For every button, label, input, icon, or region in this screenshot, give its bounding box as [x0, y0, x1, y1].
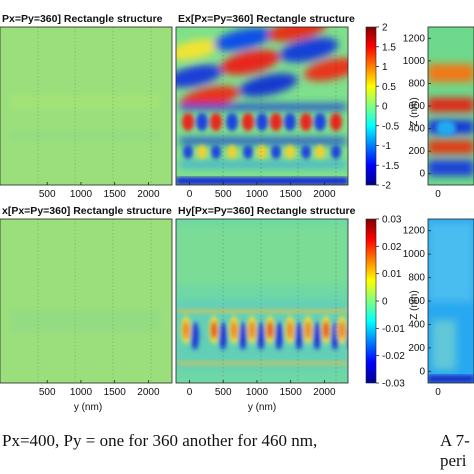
x-tick-label: 1500 [104, 387, 127, 398]
y-tick-label: 600 [408, 101, 425, 112]
colorbar-tick-label: -1 [382, 141, 391, 152]
colorbar-tick-label: 0.5 [382, 82, 396, 93]
y-tick-label: 1200 [403, 33, 426, 44]
x-tick-label: 0 [187, 387, 193, 398]
colorbar-tick-label: 0.02 [382, 242, 402, 253]
colorbar-2: 0.03 0.02 0.01 0 -0.01 -0.02 -0.03 [365, 215, 405, 390]
panel-2-x-ticks: 0 500 1000 1500 2000 [187, 182, 336, 200]
panel-3-field [428, 27, 474, 185]
colorbar-tick-label: 0.01 [382, 269, 402, 280]
y-tick-label: 800 [408, 78, 425, 89]
y-tick-label: 0 [419, 169, 425, 180]
x-tick-label: 1000 [70, 189, 93, 200]
panel-4-field [0, 219, 172, 383]
y-tick-label: 400 [408, 124, 425, 135]
panel-6-x-ticks: 0 [435, 387, 441, 398]
x-tick-label: 1500 [280, 189, 303, 200]
heatmap-panel-5: Hy[Px=Py=360] Rectangle structure 0 500 10… [175, 205, 356, 413]
x-tick-label: 500 [215, 189, 232, 200]
y-tick-label: 600 [408, 296, 425, 307]
x-tick-label: 500 [39, 387, 56, 398]
panel-5-xlabel: y (nm) [248, 402, 276, 413]
x-tick-label: 1500 [280, 387, 303, 398]
x-tick-label: 1000 [70, 387, 93, 398]
panel-1-frame [0, 26, 173, 186]
colorbar-tick-label: 1.5 [382, 42, 396, 53]
colorbar-tick-label: -0.5 [382, 121, 400, 132]
y-tick-label: 200 [408, 343, 425, 354]
heatmap-panel-6: Z (nm) 1200 1000 800 600 400 200 0 0 [403, 218, 474, 398]
panel-6-ylabel: Z (nm) [409, 290, 420, 319]
x-tick-label: 500 [215, 387, 232, 398]
colorbar-tick-label: -1.5 [382, 161, 400, 172]
colorbar-tick-label: 0 [382, 102, 388, 113]
panel-5-field [176, 219, 348, 383]
colorbar-1: 2 1.5 1 0.5 0 -0.5 -1 -1.5 -2 [365, 23, 400, 192]
caption-right-line-1: A 7- [440, 431, 470, 450]
panel-5-x-ticks: 0 500 1000 1500 2000 [187, 380, 336, 398]
x-tick-label: 2000 [137, 387, 160, 398]
x-tick-label: 1000 [246, 189, 269, 200]
heatmap-panel-1: Px=Py=360] Rectangle structure 500 1000 15… [0, 13, 173, 200]
y-tick-label: 1000 [403, 56, 426, 67]
panel-5-gridlines [222, 219, 337, 383]
colorbar-tick-label: 0 [382, 297, 388, 308]
heatmap-panel-4: x[Px=Py=360] Rectangle structure 500 1000… [0, 205, 173, 413]
panel-3-y-ticks: 1200 1000 800 600 400 200 0 [403, 33, 431, 180]
panel-2-frame [175, 26, 349, 186]
x-tick-label: 500 [39, 189, 56, 200]
panel-6-y-ticks: 1200 1000 800 600 400 200 0 [403, 226, 431, 377]
y-tick-label: 1000 [403, 249, 426, 260]
panel-2-field [176, 27, 348, 185]
x-tick-label: 0 [435, 189, 441, 200]
panel-4-xlabel: y (nm) [74, 402, 102, 413]
panel-4-title: x[Px=Py=360] Rectangle structure [2, 205, 172, 217]
panel-2-title: Ex[Px=Py=360] Rectangle structure [178, 13, 355, 25]
colorbar-2-ticks: 0.03 0.02 0.01 0 -0.01 -0.02 -0.03 [376, 215, 405, 390]
panel-5-title: Hy[Px=Py=360] Rectangle structure [178, 205, 356, 217]
panel-3-ylabel: Z (nm) [409, 97, 420, 126]
panel-4-gridlines [37, 219, 152, 383]
panel-4-x-ticks: 500 1000 1500 2000 [39, 380, 160, 398]
x-tick-label: 1500 [104, 189, 127, 200]
panel-1-title: Px=Py=360] Rectangle structure [2, 13, 163, 25]
colorbar-tick-label: -2 [382, 181, 391, 192]
heatmap-panel-2: Ex[Px=Py=360] Rectangle structure [175, 13, 355, 200]
caption-right-line-2: peri [440, 451, 467, 470]
x-tick-label: 0 [435, 387, 441, 398]
heatmap-panel-3: Z (nm) 1200 1000 800 600 400 200 0 0 [403, 26, 474, 200]
x-tick-label: 1000 [246, 387, 269, 398]
colorbar-tick-label: -0.03 [382, 379, 405, 390]
colorbar-1-ticks: 2 1.5 1 0.5 0 -0.5 -1 -1.5 -2 [376, 23, 400, 192]
colorbar-tick-label: 0.03 [382, 215, 402, 226]
colorbar-tick-label: 1 [382, 62, 388, 73]
colorbar-tick-label: -0.01 [382, 324, 405, 335]
x-tick-label: 0 [187, 189, 193, 200]
panel-1-field [0, 27, 172, 185]
colorbar-tick-label: -0.02 [382, 351, 405, 362]
y-tick-label: 800 [408, 273, 425, 284]
x-tick-label: 2000 [313, 189, 336, 200]
y-tick-label: 200 [408, 146, 425, 157]
x-tick-label: 2000 [313, 387, 336, 398]
y-tick-label: 400 [408, 319, 425, 330]
panel-1-x-ticks: 500 1000 1500 2000 [39, 182, 160, 200]
y-tick-label: 1200 [403, 226, 426, 237]
caption-left: Px=400, Py = one for 360 another for 460… [2, 431, 317, 450]
x-tick-label: 2000 [137, 189, 160, 200]
panel-6-field [428, 219, 474, 383]
panel-3-x-ticks: 0 [435, 189, 441, 200]
y-tick-label: 0 [419, 366, 425, 377]
colorbar-tick-label: 2 [382, 23, 388, 34]
